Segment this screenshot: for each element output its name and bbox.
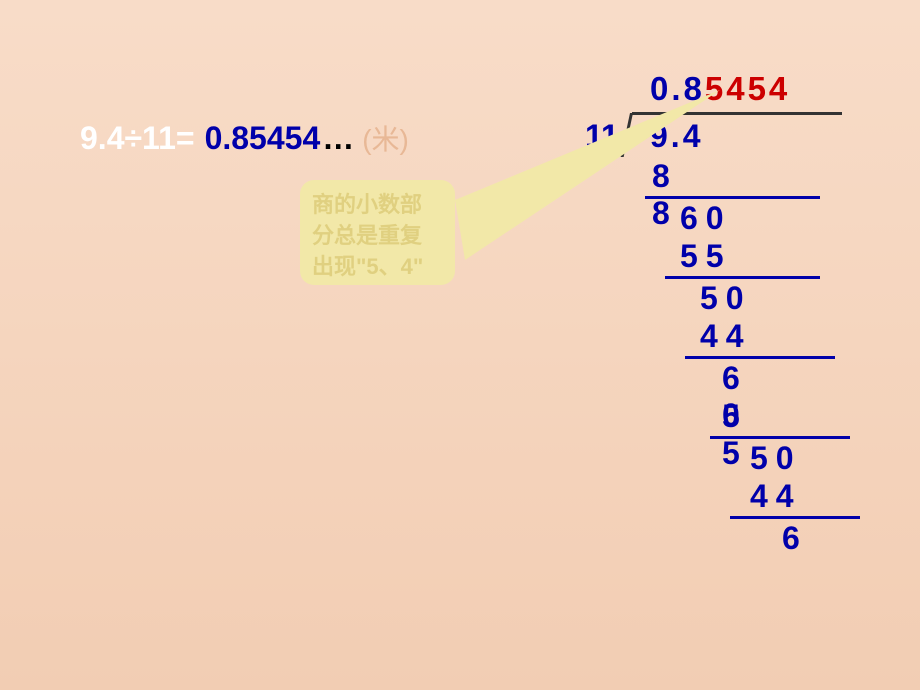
work-row-8: 50 (750, 440, 802, 477)
work-row-5: 44 (700, 318, 752, 355)
equation-unit: (米) (362, 118, 409, 158)
callout-line2: 分总是重复 (312, 221, 443, 252)
work-hr-5 (730, 516, 860, 519)
work-row-7: 5 5 (722, 398, 742, 472)
work-row-10: 6 (782, 520, 808, 557)
equation-lhs: 9.4÷11= (80, 120, 195, 157)
callout-bubble: 商的小数部 分总是重复 出现"5、4" (300, 180, 455, 285)
work-hr-4 (710, 436, 850, 439)
equation-dots: … (322, 120, 354, 157)
callout-line1: 商的小数部 (312, 190, 443, 221)
equation-answer: 0.85454 (205, 120, 321, 157)
callout-line3: 出现"5、4" (312, 252, 443, 283)
callout-pointer (420, 90, 740, 290)
work-row-9: 44 (750, 478, 802, 515)
work-hr-3 (685, 356, 835, 359)
equation-row: 9.4÷11= 0.85454 … (米) (80, 118, 409, 158)
